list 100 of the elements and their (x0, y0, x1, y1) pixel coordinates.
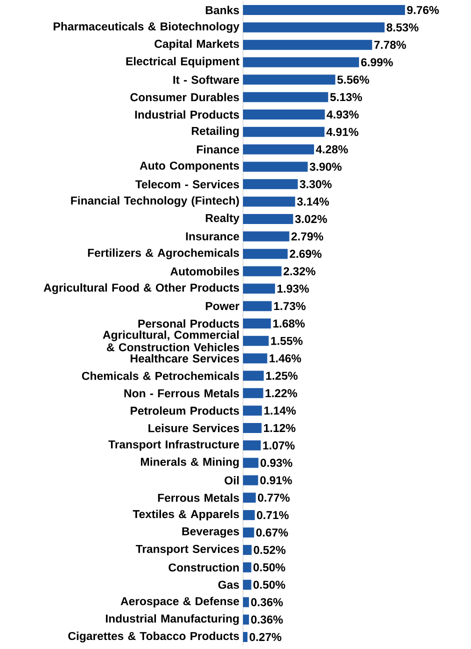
bar (243, 318, 271, 329)
data-label: 1.14% (264, 406, 296, 415)
bar (243, 248, 288, 259)
data-label: 0.93% (260, 458, 292, 467)
y-tick-label: Consumer Durables (130, 92, 240, 102)
bar (243, 196, 296, 207)
bar (243, 214, 294, 224)
y-tick-label: Textiles & Apparels (132, 510, 239, 520)
bar (243, 528, 254, 538)
bar (243, 597, 249, 608)
data-label: 0.27% (250, 632, 282, 642)
y-tick-label: It - Software (173, 75, 240, 84)
bar (243, 614, 249, 625)
data-label: 4.28% (316, 145, 348, 154)
bar (243, 562, 252, 572)
bar (243, 144, 314, 154)
bar (243, 580, 252, 590)
data-label: 0.36% (251, 616, 283, 624)
bar (243, 301, 272, 312)
bar (243, 353, 268, 364)
y-tick-label: Transport Infrastructure (108, 440, 240, 451)
data-label: 1.46% (270, 354, 302, 362)
y-tick-label: Minerals & Mining (140, 457, 239, 468)
bar (243, 544, 252, 555)
y-tick-label: Healthcare Services (130, 354, 239, 363)
y-tick-label: Pharmaceuticals & Biotechnology (54, 22, 240, 33)
data-label: 0.77% (258, 494, 290, 502)
y-tick-label: Insurance (186, 232, 240, 240)
bar (243, 406, 262, 416)
bar (243, 458, 258, 468)
data-label: 1.55% (271, 336, 303, 345)
bar (243, 126, 324, 137)
bar (243, 22, 385, 32)
y-tick-label: Leisure Services (148, 424, 239, 432)
data-label: 4.93% (326, 110, 359, 119)
bar (243, 57, 360, 68)
bar (243, 388, 264, 398)
bar (243, 423, 262, 434)
data-label: 3.14% (297, 198, 329, 206)
y-tick-label: Transport Services (136, 544, 240, 556)
data-label: 0.52% (254, 546, 286, 554)
data-label: 5.13% (330, 93, 362, 102)
data-label: 0.71% (256, 511, 289, 520)
data-label: 2.32% (284, 267, 316, 276)
y-tick-label: Cigarettes & Tobacco Products (68, 632, 239, 642)
bar (243, 510, 255, 520)
bar (243, 74, 336, 85)
data-label: 1.22% (266, 389, 298, 398)
bar (243, 475, 258, 486)
bar (243, 110, 325, 120)
y-tick-label: Personal Products (138, 319, 240, 328)
bar (243, 440, 261, 450)
data-label: 7.78% (374, 40, 406, 49)
data-label: 1.73% (274, 302, 306, 310)
data-label: 1.07% (263, 441, 295, 450)
y-tick-label: Gas (218, 580, 240, 589)
y-tick-label: Capital Markets (154, 40, 239, 50)
bar (243, 40, 372, 50)
y-tick-label: Realty (206, 214, 240, 224)
bar (243, 231, 290, 242)
y-tick-label: Construction (168, 563, 239, 572)
y-tick-label: Chemicals & Petrochemicals (82, 372, 239, 380)
data-label: 0.91% (260, 476, 292, 484)
data-label: 3.30% (300, 180, 332, 188)
bar (243, 162, 308, 172)
y-tick-label: Power (206, 302, 240, 310)
data-label: 3.90% (310, 162, 342, 171)
y-tick-label: Telecom - Services (135, 180, 239, 188)
bar (243, 632, 248, 642)
data-label: 3.02% (295, 214, 327, 224)
y-tick-label: Auto Components (140, 162, 240, 172)
data-label: 5.56% (337, 76, 370, 84)
data-label: 6.99% (361, 58, 393, 66)
data-label: 0.36% (251, 598, 283, 606)
y-tick-label: Ferrous Metals (158, 493, 240, 502)
y-tick-label: Petroleum Products (130, 406, 240, 415)
data-label: 2.79% (291, 232, 324, 240)
bar (243, 266, 282, 276)
y-tick-label: Oil (224, 476, 239, 484)
y-tick-label: Non - Ferrous Metals (124, 388, 239, 398)
y-tick-label: Retailing (192, 126, 239, 138)
data-label: 8.53% (386, 23, 418, 32)
y-tick-label: Agricultural Food & Other Products (44, 283, 240, 294)
y-tick-label: Industrial Products (135, 110, 240, 119)
bar (243, 92, 328, 102)
bar (243, 284, 276, 294)
y-tick-label: Financial Technology (Fintech) (71, 196, 239, 207)
y-tick-label: Electrical Equipment (126, 56, 240, 68)
y-tick-label: Aerospace & Defense (120, 596, 240, 608)
data-label: 1.25% (266, 372, 298, 380)
y-tick-label: Finance (196, 145, 240, 154)
bar (243, 5, 406, 15)
bar (243, 492, 256, 503)
bar (243, 336, 269, 346)
data-label: 0.50% (253, 580, 286, 589)
data-label: 1.12% (264, 424, 296, 432)
y-tick-label: Automobiles (170, 267, 240, 276)
data-label: 1.93% (277, 284, 309, 293)
y-tick-label: Industrial Manufacturing (106, 614, 239, 625)
y-tick-label: Agricultural, Commercial & Construction Vehicles (102, 330, 240, 352)
